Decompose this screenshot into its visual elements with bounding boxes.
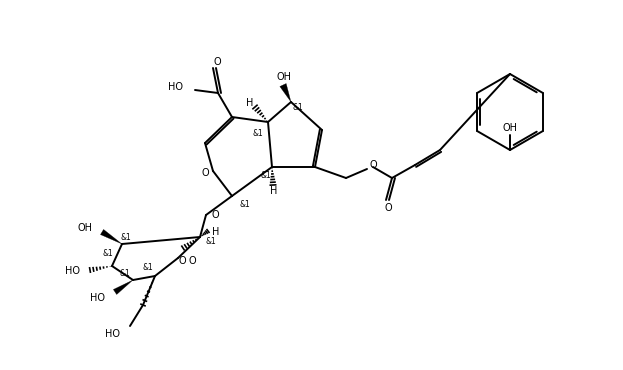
Text: &1: &1 bbox=[120, 269, 130, 279]
Text: O: O bbox=[384, 203, 392, 213]
Text: &1: &1 bbox=[293, 102, 303, 111]
Text: O: O bbox=[213, 57, 221, 67]
Text: &1: &1 bbox=[103, 249, 113, 259]
Text: HO: HO bbox=[105, 329, 120, 339]
Text: HO: HO bbox=[90, 293, 105, 303]
Text: O: O bbox=[369, 160, 377, 170]
Text: &1: &1 bbox=[260, 171, 272, 179]
Text: &1: &1 bbox=[143, 263, 153, 272]
Text: HO: HO bbox=[168, 82, 183, 92]
Text: OH: OH bbox=[77, 223, 92, 233]
Text: O: O bbox=[201, 168, 209, 178]
Text: OH: OH bbox=[503, 123, 518, 133]
Polygon shape bbox=[100, 229, 122, 244]
Text: OH: OH bbox=[277, 72, 292, 82]
Text: &1: &1 bbox=[252, 128, 264, 138]
Text: HO: HO bbox=[65, 266, 80, 276]
Polygon shape bbox=[280, 84, 291, 102]
Text: H: H bbox=[270, 186, 278, 196]
Text: H: H bbox=[246, 98, 254, 108]
Text: H: H bbox=[212, 227, 219, 237]
Polygon shape bbox=[113, 280, 133, 295]
Text: O: O bbox=[212, 210, 220, 220]
Text: O: O bbox=[188, 256, 196, 266]
Text: &1: &1 bbox=[206, 238, 217, 246]
Text: O: O bbox=[178, 256, 186, 266]
Text: &1: &1 bbox=[240, 199, 250, 209]
Text: &1: &1 bbox=[121, 232, 131, 242]
